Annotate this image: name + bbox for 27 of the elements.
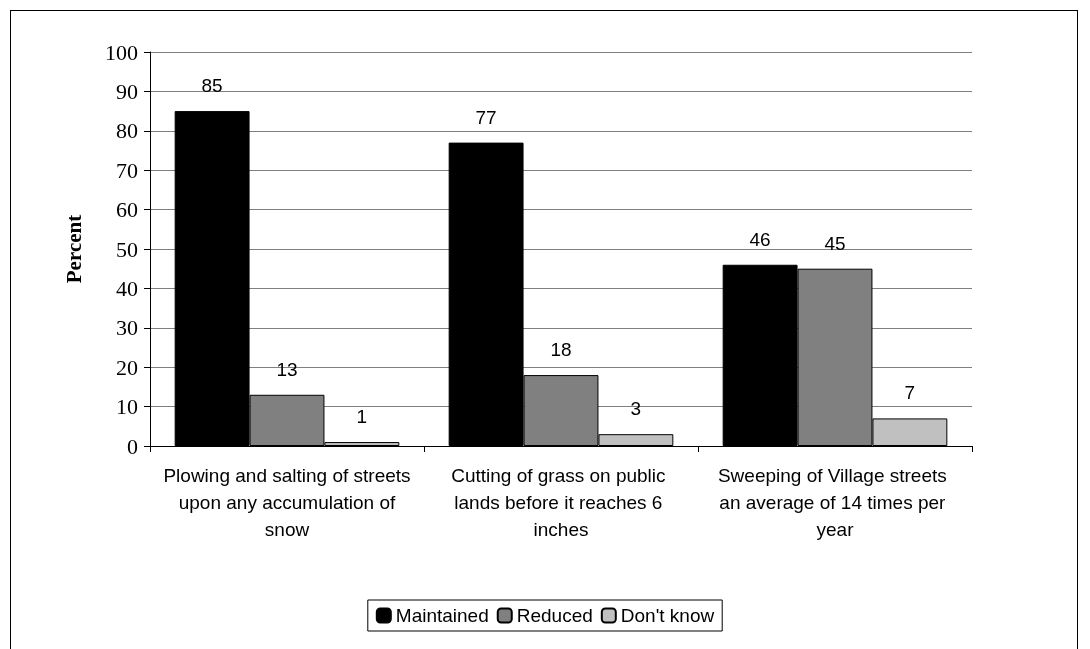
legend-label: Maintained [395, 605, 489, 626]
x-tick-label: Plowing and salting of streets upon any accumulation of snow [163, 465, 411, 540]
y-tick-label: 60 [116, 197, 138, 223]
data-label: 46 [749, 228, 771, 250]
data-label: 13 [276, 358, 298, 380]
y-tick-label: 10 [116, 394, 138, 420]
legend-label: Reduced [516, 605, 593, 626]
legend-label: Don't know [620, 605, 715, 626]
y-tick-label: 30 [116, 315, 138, 341]
x-tick-label: Sweeping of Village streets an average of 14 times per year [717, 465, 953, 540]
data-label: 18 [550, 339, 572, 361]
y-tick-label: 50 [116, 236, 138, 262]
data-label: 1 [356, 406, 368, 428]
y-tick-label: 80 [116, 118, 138, 144]
y-tick-label: 0 [127, 433, 138, 459]
y-tick-label: 20 [116, 354, 138, 380]
y-tick-label: 100 [105, 39, 138, 65]
y-tick-label: 90 [116, 78, 138, 104]
data-label: 3 [630, 398, 642, 420]
data-label: 45 [824, 232, 846, 254]
data-label: 7 [904, 382, 916, 404]
x-tick-label: Cutting of grass on public lands before it reaches 6 inches [451, 465, 671, 540]
y-tick-label: 40 [116, 275, 138, 301]
data-label: 85 [201, 75, 223, 97]
y-axis-title: Percent [61, 214, 86, 284]
data-label: 77 [475, 106, 497, 128]
y-tick-label: 70 [116, 157, 138, 183]
